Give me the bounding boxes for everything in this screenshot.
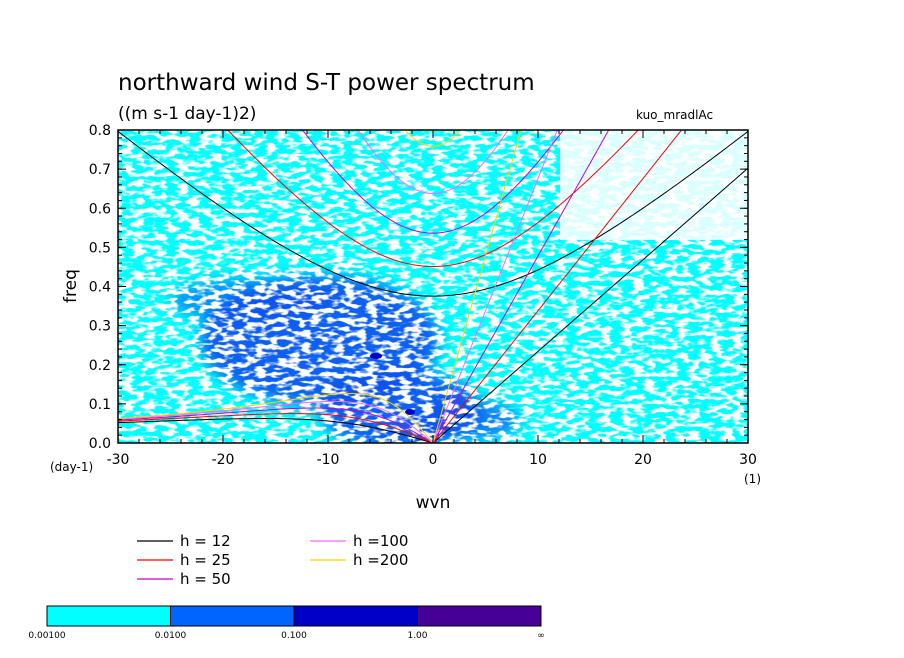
colorbar-swatch bbox=[293, 605, 418, 627]
rossby-wave-curve bbox=[118, 418, 434, 443]
upper-right-gap bbox=[560, 130, 748, 240]
kelvin-wave-curve bbox=[432, 130, 683, 443]
y-tick-label: 0.2 bbox=[89, 358, 111, 374]
rossby-wave-curve bbox=[118, 400, 434, 443]
plot-area bbox=[118, 130, 748, 443]
legend-label: h = 25 bbox=[180, 551, 231, 569]
contour-fill-level-3 bbox=[370, 353, 415, 415]
colorbar-level-label: 1.00 bbox=[407, 631, 427, 641]
axes: -30 -20 -10 0 10 20 30 0.0 0.1 0.2 0.3 0.4 0.5 0.6 0.7… bbox=[89, 123, 757, 468]
y-tick-label: 0.3 bbox=[89, 319, 111, 335]
gravity-wave-curve bbox=[302, 130, 565, 234]
y-axis-label: freq bbox=[61, 269, 81, 303]
colorbar-level-label: ∞ bbox=[537, 631, 545, 641]
x-tick-label: 30 bbox=[739, 452, 757, 468]
colorbar-swatch bbox=[417, 605, 542, 627]
kelvin-wave-curve bbox=[432, 130, 558, 443]
run-name-annotation: kuo_mradlAc bbox=[636, 108, 713, 122]
x-tick-label: 0 bbox=[429, 452, 438, 468]
kelvin-wave-curve bbox=[432, 167, 748, 443]
colorbar: 0.00100 0.0100 0.100 1.00 ∞ bbox=[28, 605, 545, 641]
x-tick-label: 10 bbox=[529, 452, 547, 468]
legend-label: h = 50 bbox=[180, 570, 231, 588]
y-tick-label: 0.6 bbox=[89, 201, 111, 217]
colorbar-swatch bbox=[170, 605, 295, 627]
y-tick-label: 0.5 bbox=[89, 240, 111, 256]
x-tick-label: -30 bbox=[107, 452, 130, 468]
kelvin-wave-curve bbox=[432, 130, 610, 443]
kelvin-wave-curve bbox=[432, 130, 522, 443]
y-unit-label: (day-1) bbox=[50, 460, 93, 474]
rossby-wave-curve bbox=[118, 413, 434, 443]
colorbar-level-label: 0.100 bbox=[281, 631, 307, 641]
y-tick-label: 0.4 bbox=[89, 280, 111, 296]
x-axis-label: wvn bbox=[416, 493, 451, 513]
colorbar-level-label: 0.0100 bbox=[155, 631, 187, 641]
gravity-wave-curve bbox=[118, 130, 748, 297]
x-tick-label: -20 bbox=[212, 452, 235, 468]
y-tick-label: 0.7 bbox=[89, 162, 111, 178]
rossby-wave-curve bbox=[118, 407, 434, 443]
x-tick-label: -10 bbox=[317, 452, 340, 468]
chart-title: northward wind S-T power spectrum bbox=[118, 70, 535, 96]
x-tick-label: 20 bbox=[634, 452, 652, 468]
colorbar-swatch bbox=[46, 605, 171, 627]
rossby-wave-curve bbox=[118, 393, 434, 443]
gravity-wave-curve bbox=[357, 130, 509, 194]
dispersion-curves bbox=[118, 130, 748, 443]
colorbar-level-label: 0.00100 bbox=[28, 631, 65, 641]
chart-subtitle: ((m s-1 day-1)2) bbox=[118, 104, 256, 124]
y-tick-label: 0.8 bbox=[89, 123, 111, 139]
y-tick-label: 0.1 bbox=[89, 397, 111, 413]
legend-label: h = 12 bbox=[180, 532, 231, 550]
legend-label: h =200 bbox=[353, 551, 408, 569]
x-unit-label: (1) bbox=[744, 472, 761, 486]
gravity-wave-curve bbox=[227, 130, 639, 268]
gravity-wave-curve bbox=[404, 130, 462, 147]
y-tick-label: 0.0 bbox=[89, 436, 111, 452]
legend-label: h =100 bbox=[353, 532, 408, 550]
